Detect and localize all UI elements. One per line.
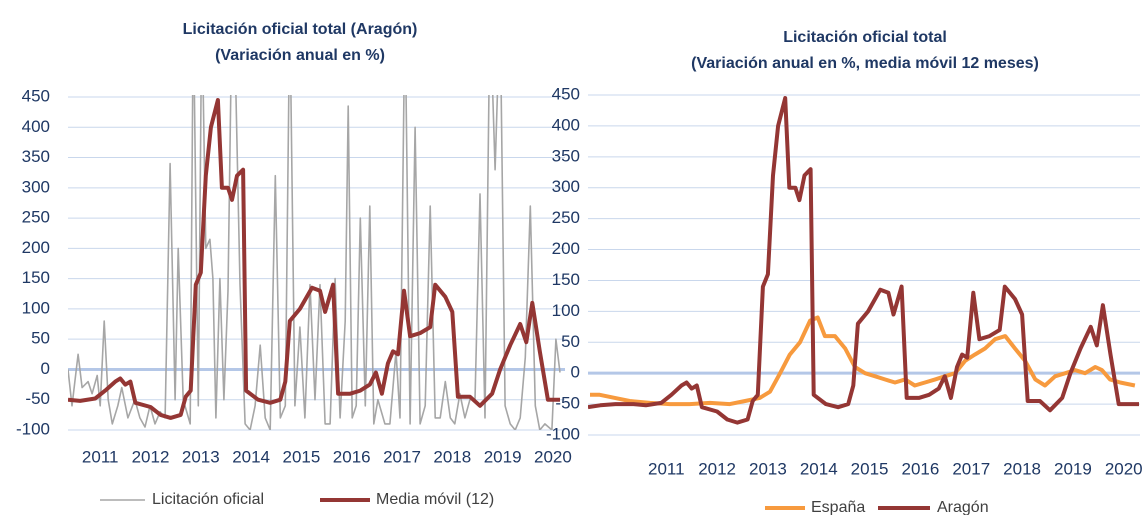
x-tick-label: 2012 [698,459,736,478]
legend-label: Licitación oficial [152,491,264,508]
series-line [68,98,560,420]
x-tick-label: 2012 [132,447,170,466]
y-tick-label: 200 [22,238,50,257]
legend-label: España [811,499,865,515]
y-tick-label: -50 [25,389,50,408]
y-tick-label: 250 [22,208,50,227]
y-tick-label: 150 [552,270,580,289]
x-tick-label: 2015 [851,459,889,478]
y-tick-label: 50 [31,329,50,348]
x-tick-label: 2016 [333,447,371,466]
y-tick-label: 100 [22,298,50,317]
y-tick-label: -100 [16,419,50,438]
legend-label: Aragón [937,499,989,515]
x-tick-label: 2020 [1105,459,1143,478]
y-tick-label: 0 [571,363,580,382]
series-line [588,96,1139,425]
y-tick-label: -50 [555,394,580,413]
y-tick-label: 100 [552,301,580,320]
x-tick-label: 2013 [182,447,220,466]
chart-subtitle: (Variación anual en %, media móvil 12 me… [691,55,1039,72]
series-line [590,315,1136,407]
y-tick-label: 250 [552,208,580,227]
y-tick-label: 150 [22,268,50,287]
x-tick-label: 2013 [749,459,787,478]
x-tick-label: 2019 [1054,459,1092,478]
x-tick-label: 2020 [534,447,572,466]
x-tick-label: 2016 [902,459,940,478]
y-tick-label: 200 [552,239,580,258]
y-tick-label: 450 [22,86,50,105]
x-tick-label: 2018 [1003,459,1041,478]
chart-title: Licitación oficial total (Aragón) [183,21,418,38]
x-tick-label: 2015 [282,447,320,466]
x-tick-label: 2014 [800,459,838,478]
plot [588,96,1139,425]
plot [68,95,561,430]
x-tick-label: 2017 [952,459,990,478]
x-tick-label: 2011 [648,459,685,478]
x-tick-label: 2017 [383,447,421,466]
chart-title: Licitación oficial total [783,29,947,46]
y-tick-label: 400 [552,115,580,134]
y-tick-label: 50 [561,332,580,351]
x-tick-label: 2014 [232,447,270,466]
y-tick-label: 300 [22,177,50,196]
y-tick-label: 450 [552,84,580,103]
x-tick-label: 2018 [433,447,471,466]
y-tick-label: -100 [546,424,580,443]
y-tick-label: 350 [22,147,50,166]
chart-subtitle: (Variación anual en %) [215,47,385,64]
legend-label: Media móvil (12) [376,491,494,508]
x-tick-label: 2019 [484,447,522,466]
y-tick-label: 0 [41,359,50,378]
y-tick-label: 400 [22,117,50,136]
x-tick-label: 2011 [82,447,119,466]
y-tick-label: 300 [552,177,580,196]
y-tick-label: 350 [552,146,580,165]
